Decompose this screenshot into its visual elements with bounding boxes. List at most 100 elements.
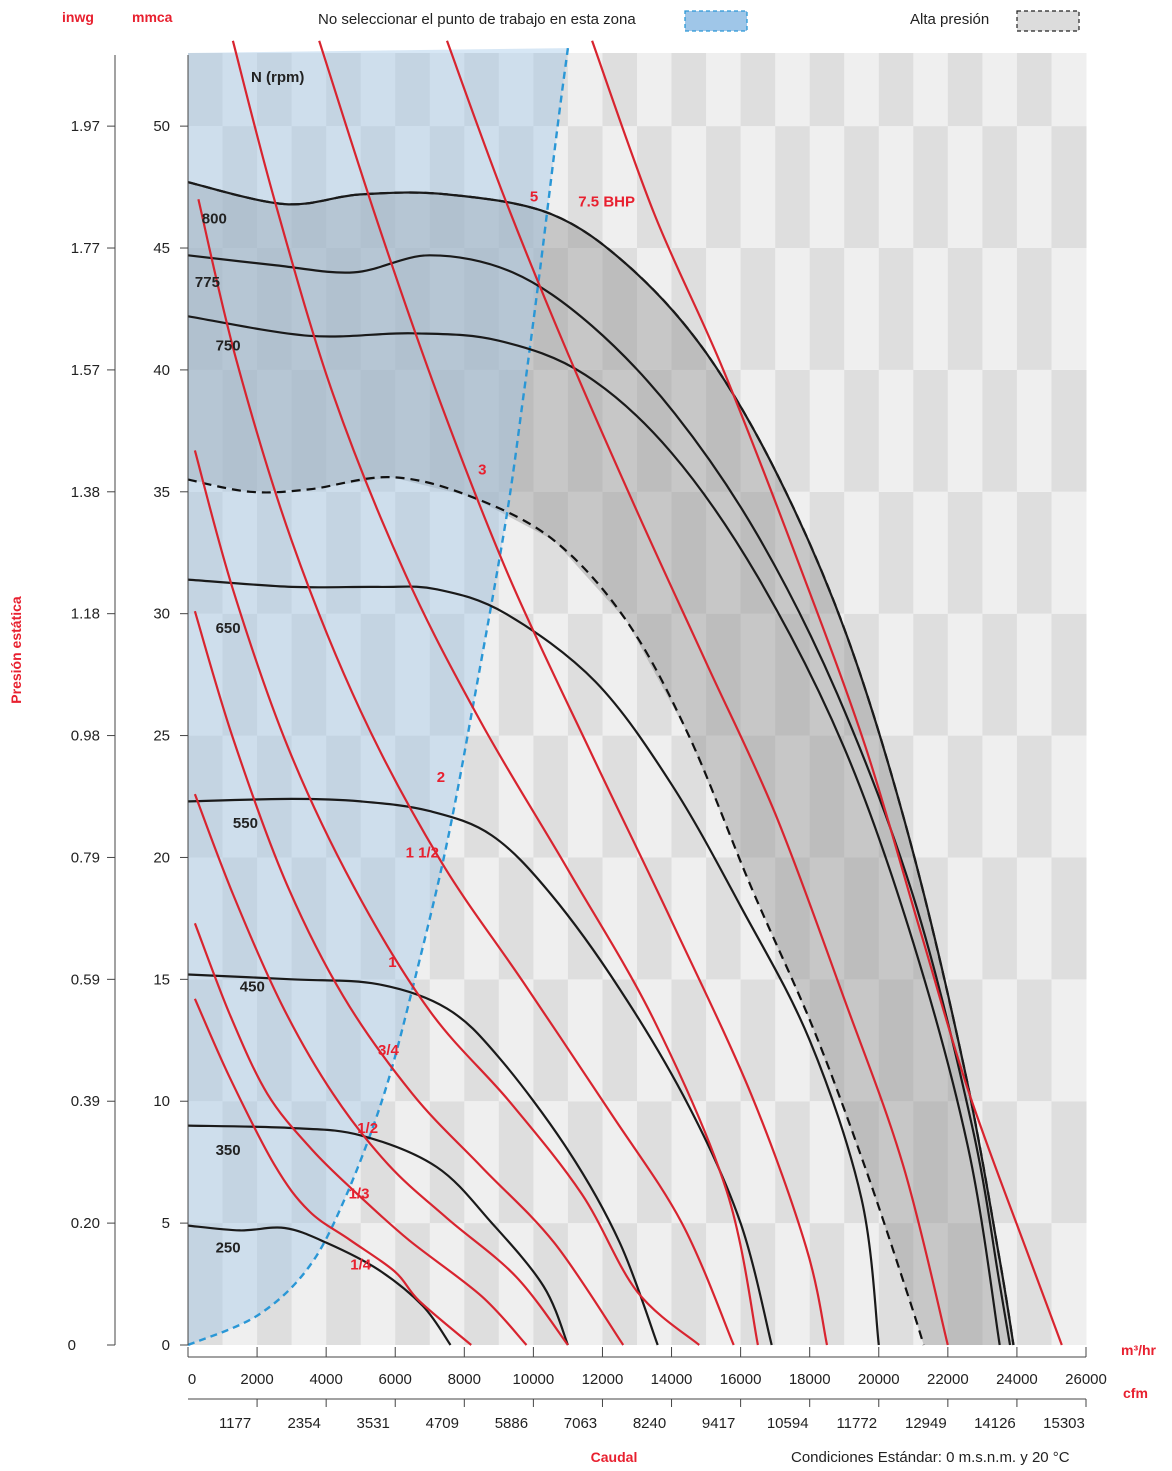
- background-cell: [982, 1101, 1018, 1224]
- background-cell: [360, 369, 396, 492]
- m3hr-tick-label: 8000: [448, 1371, 481, 1388]
- background-cell: [257, 126, 293, 248]
- background-cell: [567, 491, 603, 614]
- background-cell: [464, 735, 500, 858]
- cfm-tick-label: 11772: [836, 1415, 877, 1432]
- background-cell: [567, 53, 603, 127]
- background-cell: [775, 613, 811, 736]
- mmca-tick-label: 5: [162, 1215, 170, 1232]
- background-cell: [291, 369, 327, 492]
- background-cell: [913, 248, 949, 370]
- background-cell: [637, 857, 672, 980]
- background-cell: [1051, 979, 1087, 1102]
- inwg-tick-label: 1.57: [71, 362, 100, 379]
- background-cell: [809, 53, 845, 127]
- rpm-label-450: 450: [240, 979, 265, 996]
- power-curve-3: [318, 40, 829, 1346]
- background-cell: [809, 613, 845, 736]
- background-cell: [257, 735, 293, 858]
- background-cell: [464, 248, 500, 370]
- background-cell: [498, 53, 534, 127]
- background-cell: [222, 248, 258, 370]
- background-cell: [498, 1101, 534, 1224]
- background-cell: [326, 491, 362, 614]
- background-cell: [982, 491, 1018, 614]
- background-cell: [533, 126, 569, 248]
- background-cell: [637, 613, 672, 736]
- high-pressure-lower-boundary: [187, 476, 925, 1346]
- background-cell: [360, 53, 396, 127]
- background-cell: [809, 735, 845, 858]
- background-cell: [395, 126, 431, 248]
- background-cell: [947, 735, 983, 858]
- background-cell: [291, 126, 327, 248]
- background-cell: [706, 1101, 742, 1224]
- background-cell: [982, 53, 1018, 127]
- background-cell: [464, 126, 500, 248]
- mmca-tick-label: 10: [153, 1093, 170, 1110]
- power-curve-3-4: [193, 610, 625, 1346]
- rpm-curve-250: [187, 1224, 452, 1346]
- background-cell: [395, 1101, 431, 1224]
- power-label-1: 1: [388, 954, 396, 971]
- rpm-curve-350: [187, 1124, 569, 1346]
- background-cell: [878, 1223, 914, 1345]
- background-cell: [188, 1223, 223, 1345]
- cfm-tick-label: 8240: [633, 1415, 666, 1432]
- background-cell: [878, 53, 914, 127]
- background-cell: [257, 979, 293, 1102]
- background-cell: [740, 613, 776, 736]
- background-cell: [775, 126, 811, 248]
- cfm-tick-label: 15303: [1043, 1415, 1085, 1432]
- power-curve-5: [445, 40, 949, 1346]
- background-cell: [844, 53, 880, 127]
- background-cell: [1016, 979, 1052, 1102]
- cfm-tick-label: 9417: [702, 1415, 735, 1432]
- inwg-tick-label: 1.77: [71, 240, 100, 257]
- background-cell: [637, 735, 672, 858]
- background-cell: [222, 126, 258, 248]
- m3hr-tick-label: 12000: [582, 1371, 624, 1388]
- background-cell: [913, 126, 949, 248]
- rpm-header: N (rpm): [251, 69, 304, 86]
- legend-high-pressure-swatch: [1016, 10, 1080, 32]
- background-cell: [671, 857, 707, 980]
- background-cell: [706, 857, 742, 980]
- rpm-curve-450: [187, 973, 659, 1346]
- m3hr-tick-label: 20000: [858, 1371, 900, 1388]
- background-cell: [809, 248, 845, 370]
- background-cell: [188, 735, 223, 858]
- mmca-tick-label: 45: [153, 240, 170, 257]
- background-cell: [464, 1223, 500, 1345]
- background-cell: [360, 1223, 396, 1345]
- background-cell: [188, 979, 223, 1102]
- rpm-curve-750: [187, 315, 1001, 1346]
- background-cell: [257, 1223, 293, 1345]
- background-cell: [326, 1223, 362, 1345]
- inwg-tick-label: 0.59: [71, 971, 100, 988]
- background-cell: [844, 979, 880, 1102]
- background-cell: [878, 1101, 914, 1224]
- high-pressure-area: [188, 182, 1014, 1346]
- background-cell: [291, 491, 327, 614]
- background-cell: [222, 369, 258, 492]
- background-cell: [567, 369, 603, 492]
- background-cell: [602, 53, 638, 127]
- background-cell: [1051, 857, 1087, 980]
- power-label-1-1-2: 1 1/2: [406, 845, 439, 862]
- background-cell: [188, 53, 223, 127]
- power-label-5: 5: [530, 189, 538, 206]
- background-cell: [395, 491, 431, 614]
- power-curve-1: [193, 450, 700, 1346]
- background-cell: [1016, 126, 1052, 248]
- rpm-label-350: 350: [216, 1142, 241, 1159]
- background-cell: [188, 857, 223, 980]
- background-cell: [706, 126, 742, 248]
- background-cell: [188, 369, 223, 492]
- background-cell: [1051, 53, 1087, 127]
- background-cell: [533, 1223, 569, 1345]
- background-cell: [360, 979, 396, 1102]
- background-cell: [429, 53, 465, 127]
- power-curve-1-4: [193, 998, 472, 1346]
- background-cell: [671, 491, 707, 614]
